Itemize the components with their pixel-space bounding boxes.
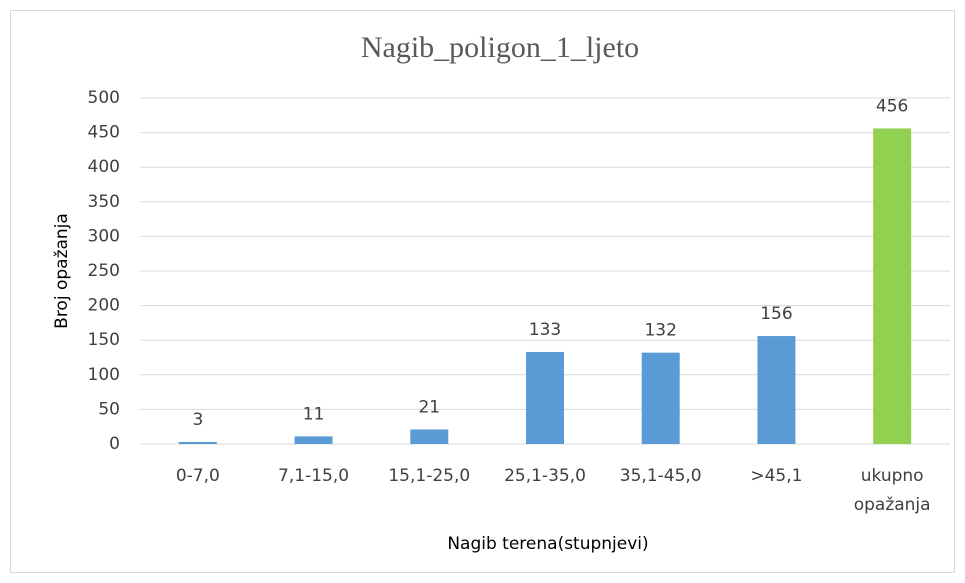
x-tick-label: ukupno opažanja [854, 466, 931, 515]
x-tick-label: 15,1-25,0 [388, 466, 470, 486]
data-label: 11 [303, 404, 325, 424]
y-tick-label: 450 [88, 123, 120, 143]
y-tick-label: 500 [88, 88, 120, 108]
x-tick-label: 35,1-45,0 [620, 466, 702, 486]
bar [873, 128, 912, 444]
y-tick-label: 0 [109, 434, 120, 454]
y-tick-label: 400 [88, 157, 120, 177]
x-tick-label: >45,1 [750, 466, 802, 486]
x-axis-title: Nagib terena(stupnjevi) [447, 534, 648, 554]
y-tick-label: 300 [88, 226, 120, 246]
bar [526, 351, 564, 444]
bar [294, 436, 333, 444]
chart-title: Nagib_poligon_1_ljeto [361, 31, 639, 64]
y-tick-label: 150 [88, 330, 120, 350]
chart-frame [10, 10, 955, 573]
data-label: 132 [644, 321, 676, 341]
y-tick-label: 350 [88, 192, 120, 212]
data-label: 133 [529, 320, 561, 340]
y-tick-label: 50 [98, 399, 120, 419]
x-tick-label: 0-7,0 [176, 466, 220, 486]
y-tick-label: 100 [88, 365, 120, 385]
y-tick-label: 200 [88, 296, 120, 316]
bar [410, 429, 449, 444]
bar [641, 352, 680, 444]
data-label: 3 [192, 410, 203, 430]
y-axis-title: Broj opažanja [52, 213, 72, 329]
bar [178, 441, 217, 444]
data-label: 456 [876, 96, 908, 116]
bar [757, 336, 796, 444]
x-tick-label: 25,1-35,0 [504, 466, 586, 486]
y-tick-label: 250 [88, 261, 120, 281]
data-label: 156 [760, 304, 792, 324]
data-label: 21 [418, 397, 440, 417]
x-tick-label: 7,1-15,0 [278, 466, 349, 486]
